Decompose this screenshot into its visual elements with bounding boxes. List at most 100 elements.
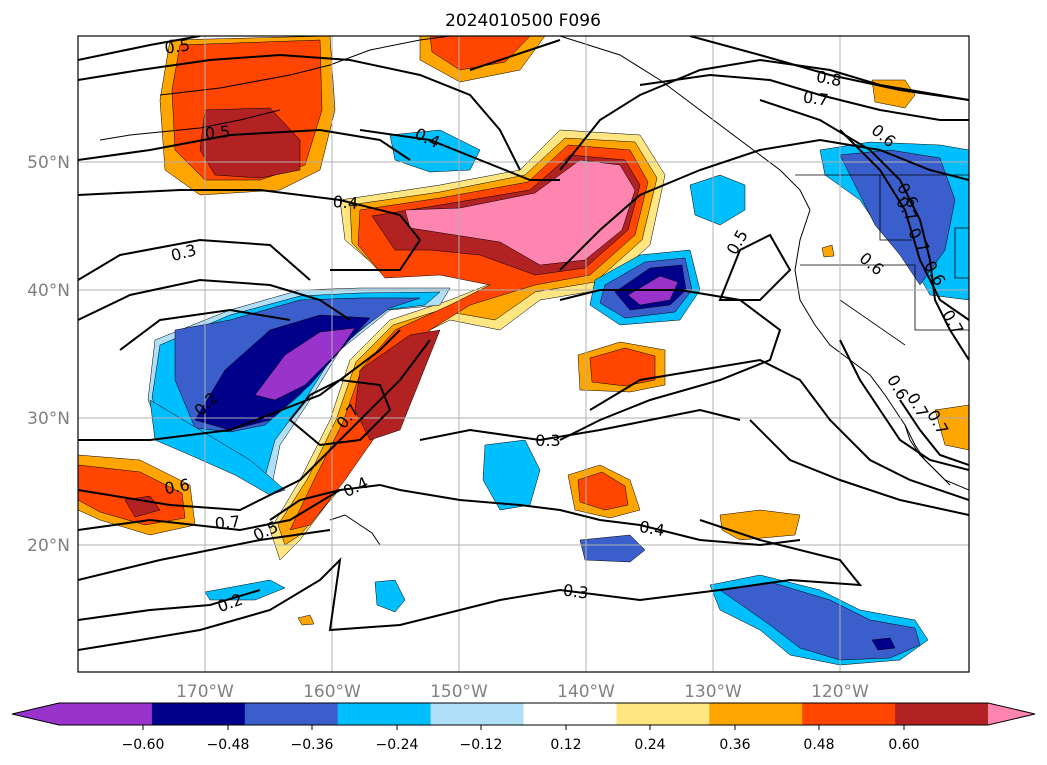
contour-label: 0.8: [815, 67, 843, 90]
contour-07-se: [899, 399, 969, 466]
contour-inner-loop: [288, 378, 392, 447]
colorbar-tick-label: −0.12: [460, 737, 503, 753]
colorbar: −0.60 −0.48 −0.36 −0.24 −0.12 0.12 0.24 …: [11, 702, 1036, 753]
fill-navy-se: [871, 637, 896, 651]
fill-cyan-s1: [374, 579, 406, 613]
contour-05-loop: [718, 233, 792, 301]
fill-royal-se-big: [719, 581, 921, 661]
contour-05-e: [559, 138, 969, 271]
contour-03-e: [559, 289, 782, 441]
contour-04-e: [589, 358, 969, 501]
fill-firebrick-south: [354, 329, 441, 441]
fill-cyan-c: [482, 439, 541, 511]
colorbar-tick-label: −0.24: [376, 737, 419, 753]
state-border-4: [879, 175, 912, 241]
contour-05-se: [749, 419, 969, 516]
aleutian-islands: [99, 109, 281, 141]
fill-orange-e: [934, 404, 969, 451]
contour-label: 0.5: [204, 122, 231, 143]
lon-label-130w: 130°W: [684, 682, 742, 702]
contour-08: [689, 36, 969, 101]
contour-label: 0.6: [163, 475, 191, 498]
colorbar-tick-label: −0.60: [122, 737, 165, 753]
colorbar-segment: [59, 703, 153, 725]
colorbar-outline: [11, 702, 1036, 726]
figure-title: 2024010500 F096: [445, 11, 601, 31]
contour-05-s: [78, 529, 331, 581]
colorbar-segment: [523, 703, 617, 725]
fill-firebrick-nw: [199, 107, 301, 179]
contour-07-s: [78, 489, 341, 532]
contour-04-b: [469, 39, 561, 71]
colorbar-tick-label: 0.36: [719, 737, 750, 753]
colorbar-extend-low: [12, 703, 59, 725]
lat-label-30n: 30°N: [27, 409, 70, 429]
contour-06-w: [78, 329, 401, 441]
fill-cyan-s2: [204, 579, 286, 601]
lon-label-120w: 120°W: [811, 682, 869, 702]
fill-royal-ne: [839, 149, 956, 286]
fill-orange-tiny: [297, 614, 315, 626]
contour-04-s: [399, 489, 801, 547]
colorbar-ticks: [142, 725, 905, 730]
contour-label: 0.5: [163, 35, 191, 57]
colorbar-tick-label: 0.24: [634, 737, 665, 753]
colorbar-tick-label: −0.36: [291, 737, 334, 753]
gridlines: [78, 36, 969, 672]
colorbar-segments: [12, 703, 1035, 725]
contour-label: 0.3: [562, 580, 590, 602]
colorbar-segment: [151, 703, 246, 725]
lon-label-150w: 150°W: [430, 682, 488, 702]
contour-label: 0.4: [332, 192, 359, 213]
contour-label: 0.7: [214, 512, 241, 533]
state-border-3: [839, 299, 906, 346]
contour-04-c: [359, 129, 560, 181]
panhandle-coast: [559, 36, 811, 211]
contour-label: 0.3: [535, 431, 560, 450]
hawaii: [329, 514, 381, 546]
longitude-labels: 170°W 160°W 150°W 140°W 130°W 120°W: [176, 682, 869, 702]
contour-label: 0.7: [802, 87, 830, 109]
baja-coast: [904, 424, 951, 486]
contour-03-a: [78, 238, 311, 281]
contour-07-e: [639, 73, 969, 121]
fill-orangered-s1: [589, 347, 656, 387]
colorbar-tick-label: 0.48: [803, 737, 834, 753]
map-frame: [77, 35, 970, 673]
state-border-2: [800, 264, 969, 331]
contour-07-w: [78, 339, 431, 512]
colorbar-segment: [616, 703, 710, 725]
contour-03-c: [419, 408, 741, 442]
contour-lines: [78, 36, 969, 651]
fill-cyan-e: [689, 174, 746, 226]
contour-07-ne: [839, 129, 969, 321]
latitude-labels: 50°N 40°N 30°N 20°N: [27, 153, 70, 556]
colorbar-segment: [337, 703, 432, 725]
contour-label: 0.4: [638, 517, 666, 540]
contour-03-big: [78, 519, 863, 651]
colorbar-tick-label: 0.12: [550, 737, 581, 753]
fill-orangered-s2: [577, 471, 629, 511]
colorbar-segment: [244, 703, 339, 725]
contour-06-ne: [759, 99, 969, 361]
colorbar-tick-label: 0.60: [888, 737, 919, 753]
colorbar-segment: [802, 703, 896, 725]
lon-label-170w: 170°W: [176, 682, 234, 702]
lat-label-40n: 40°N: [27, 281, 70, 301]
alaska-coast: [159, 36, 451, 96]
contour-02: [78, 278, 351, 321]
colorbar-tick-label: −0.48: [207, 737, 250, 753]
lat-label-50n: 50°N: [27, 153, 70, 173]
contour-05-b: [78, 128, 411, 161]
lon-label-160w: 160°W: [303, 682, 361, 702]
colorbar-extend-high: [988, 703, 1035, 725]
colorbar-segment: [895, 703, 989, 725]
shaded-anomaly-field: [78, 36, 969, 666]
contour-02-s: [78, 589, 261, 621]
contour-04-c2: [269, 483, 401, 521]
state-border-5: [954, 227, 969, 279]
contour-04-a: [78, 189, 422, 271]
contour-05-top: [78, 53, 521, 171]
fill-orange-tiny2: [821, 244, 835, 258]
